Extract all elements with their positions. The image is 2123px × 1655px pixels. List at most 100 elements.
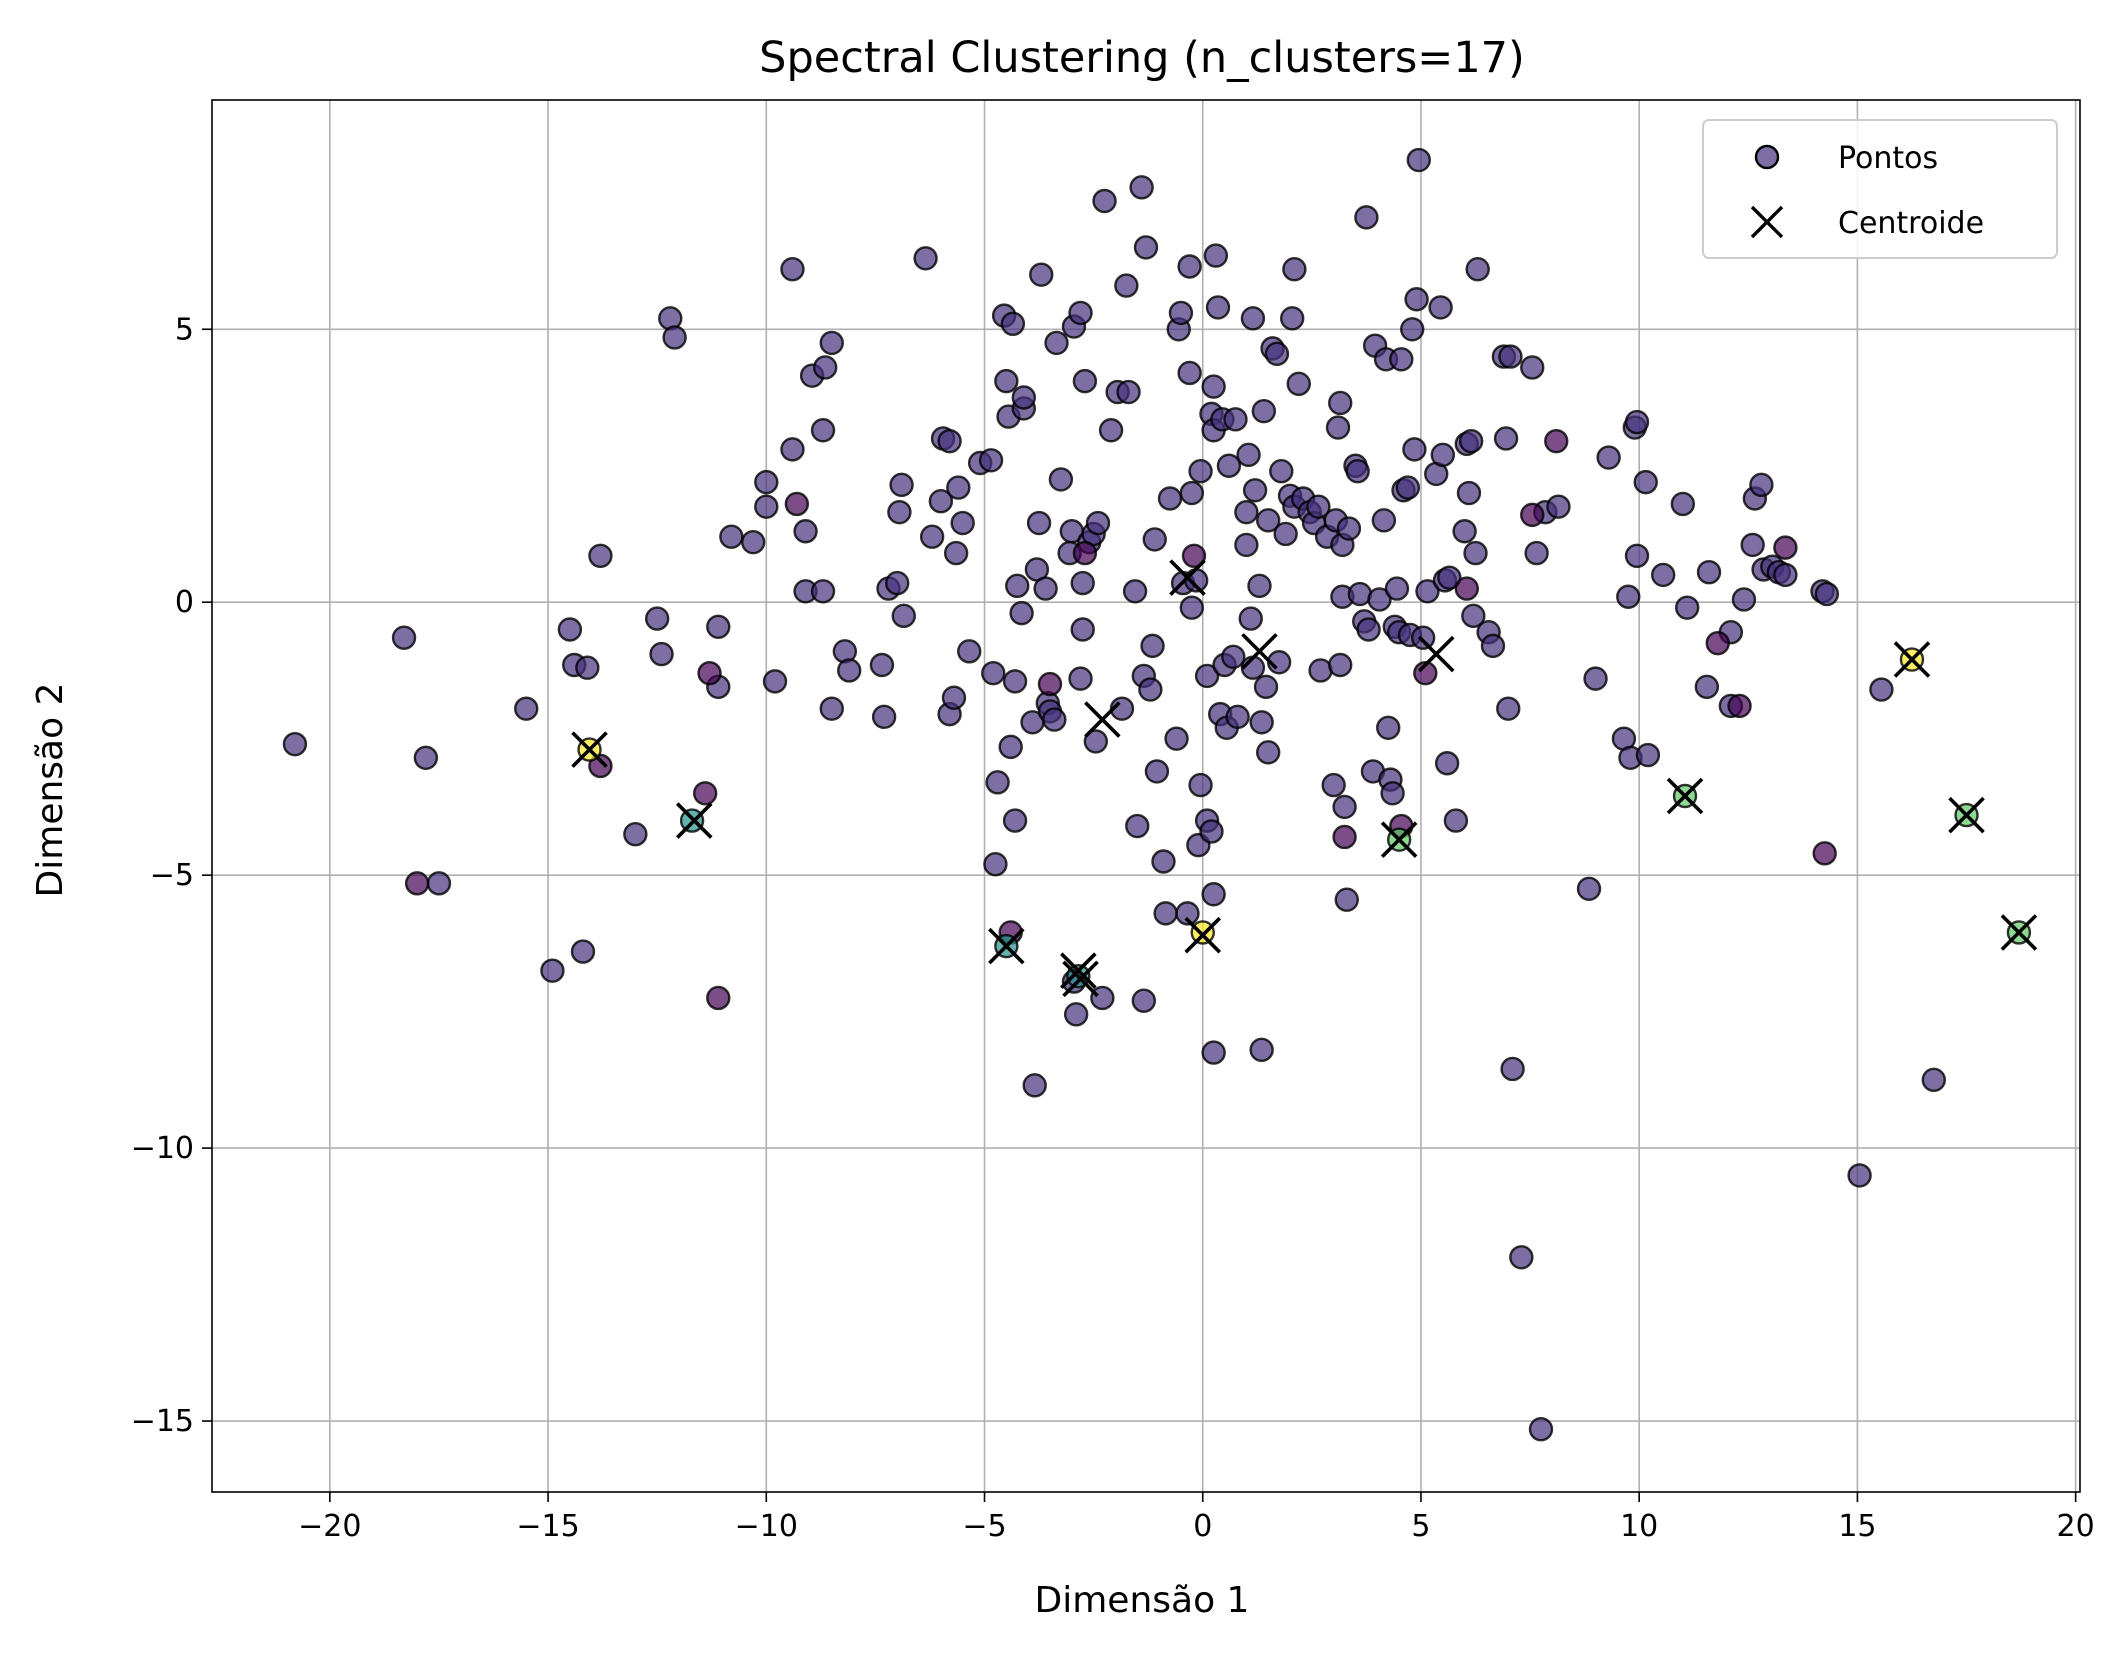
y-tick-label: 0 [175,585,194,620]
scatter-point [1116,379,1141,405]
scatter-point [1921,1067,1946,1093]
scatter-point [1221,644,1246,669]
scatter-point [1037,671,1063,697]
scatter-point [1151,849,1176,874]
scatter-point [1332,794,1357,820]
scatter-point [1026,510,1052,536]
scatter-point [1253,674,1279,700]
scatter-point [1249,1037,1274,1063]
scatter-point [1033,576,1058,601]
scatter-point [391,625,417,650]
scatter-point [1496,696,1521,721]
scatter-point [1812,841,1837,866]
scatter-point [1249,710,1274,735]
scatter-point [1325,415,1351,440]
scatter-point [780,257,805,282]
scatter-point [1546,494,1571,519]
scatter-point [1048,467,1074,492]
y-axis-label: Dimensão 2 [30,683,71,898]
centroid-marker [1084,701,1121,738]
centroid-marker [1893,641,1931,678]
scatter-point [1544,428,1569,454]
scatter-point [1072,540,1098,566]
scatter-point [1179,595,1205,620]
scatter-point [1242,478,1268,503]
scatter-point [913,246,938,271]
scatter-point [1177,254,1202,279]
scatter-point [1413,660,1438,686]
scatter-point [1583,666,1608,691]
scatter-point [1624,409,1650,435]
scatter-point [1814,581,1840,607]
scatter-point [570,939,596,964]
scatter-point [1273,521,1298,547]
x-tick-label: 5 [1411,1509,1430,1544]
scatter-point [1009,600,1034,626]
scatter-point [793,519,818,544]
scatter-point [810,579,836,604]
scatter-point [1434,751,1460,776]
scatter-point [1216,453,1242,478]
legend-label-pontos: Pontos [1838,141,1938,176]
scatter-point [557,617,583,642]
scatter-point [1129,175,1154,200]
scatter-point [1234,532,1259,558]
scatter-point [1157,486,1183,511]
scatter-point [837,658,862,683]
centroid-marker [1666,777,1704,815]
scatter-point [1199,819,1224,844]
scatter-point [1524,540,1549,566]
scatter-point [871,704,897,730]
centroid-marker [1169,559,1206,596]
scatter-point [1092,188,1117,214]
scatter-point [1188,459,1213,484]
scatter-point [1624,543,1650,569]
scatter-point [692,781,718,806]
scatter-point [983,852,1008,877]
x-tick-label: 10 [1620,1509,1658,1544]
scatter-point [1415,579,1440,604]
scatter-point [819,696,844,721]
scatter-point [623,822,648,847]
y-tick-label: −10 [131,1131,194,1166]
scatter-point [1321,772,1346,798]
centroid-marker [1417,635,1455,673]
scatter-point [981,660,1006,686]
scatter-point [1256,740,1281,765]
scatter-point [706,985,731,1011]
scatter-point [1371,508,1397,533]
scatter-point [1635,742,1661,768]
scatter-point [937,428,962,454]
legend-box [1702,119,2058,259]
scatter-point [985,770,1010,795]
scatter-point [1650,562,1676,588]
scatter-point [1456,480,1482,506]
scatter-point [1520,355,1545,380]
scatter-point [1306,494,1331,519]
scatter-point [869,652,895,678]
centroid-marker [571,731,608,768]
scatter-point [1509,1245,1534,1270]
scatter-point [1144,759,1170,784]
scatter-point [1749,472,1774,498]
scatter-point [1083,729,1109,754]
scatter-point [1063,1002,1089,1027]
scatter-point [540,958,565,983]
scatter-point [1011,385,1036,410]
centroid-marker [1241,633,1278,670]
scatter-point [1384,576,1410,601]
scatter-point [1402,437,1427,462]
scatter-point [1205,295,1231,320]
legend-label-centroide: Centroide [1838,206,1984,241]
scatter-point [1334,887,1359,912]
scatter-point [1443,808,1469,833]
scatter-point [1251,398,1277,424]
scatter-point [1404,287,1429,312]
x-tick-label: 15 [1838,1509,1876,1544]
centroid-marker [676,802,713,839]
grid-lines [212,100,2080,1492]
scatter-point [1328,652,1353,678]
scatter-point [1286,371,1311,397]
scatter-point [1068,666,1093,691]
plot-area-frame [211,99,2081,1493]
